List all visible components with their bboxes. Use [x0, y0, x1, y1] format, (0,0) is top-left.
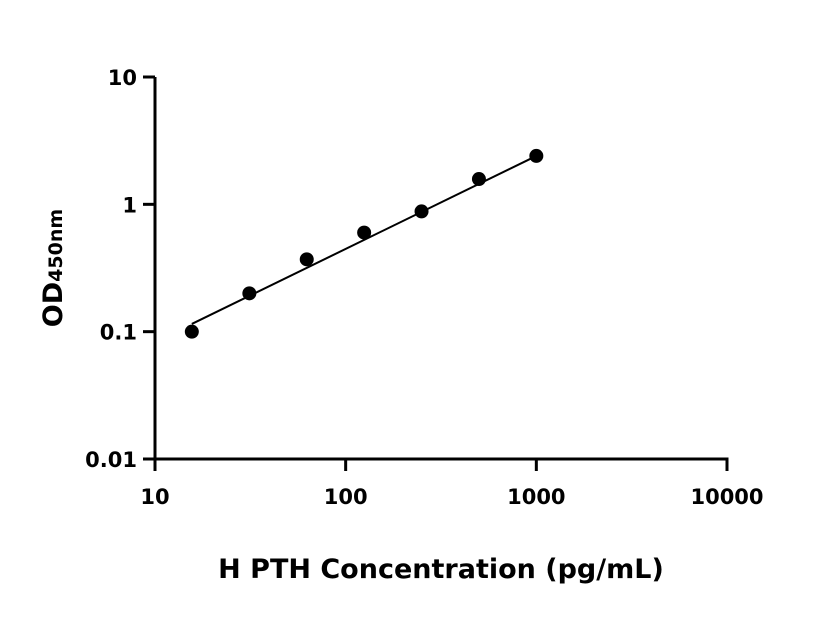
- x-tick-label: 10: [140, 485, 169, 509]
- axes: 10 100 1000 10000 0.01 0.1 1 10: [85, 66, 763, 509]
- data-point: [414, 204, 429, 219]
- y-axis-title-sub: 450nm: [45, 209, 67, 282]
- y-axis-title: OD450nm: [38, 209, 69, 327]
- x-axis-title: H PTH Concentration (pg/mL): [218, 554, 664, 585]
- y-tick-label: 10: [108, 66, 137, 90]
- x-tick-label: 100: [324, 485, 368, 509]
- x-tick-label: 10000: [690, 485, 763, 509]
- data-points: [184, 148, 544, 339]
- x-tick-label: 1000: [507, 485, 565, 509]
- data-point: [299, 252, 314, 267]
- data-point: [242, 286, 257, 301]
- data-point: [357, 225, 372, 240]
- y-axis-title-main: OD: [38, 282, 69, 327]
- y-tick-label: 0.01: [85, 448, 137, 472]
- data-point: [529, 148, 544, 163]
- y-tick-label: 0.1: [100, 321, 137, 345]
- data-point: [471, 172, 486, 187]
- data-point: [184, 324, 199, 339]
- y-tick-label: 1: [122, 193, 137, 217]
